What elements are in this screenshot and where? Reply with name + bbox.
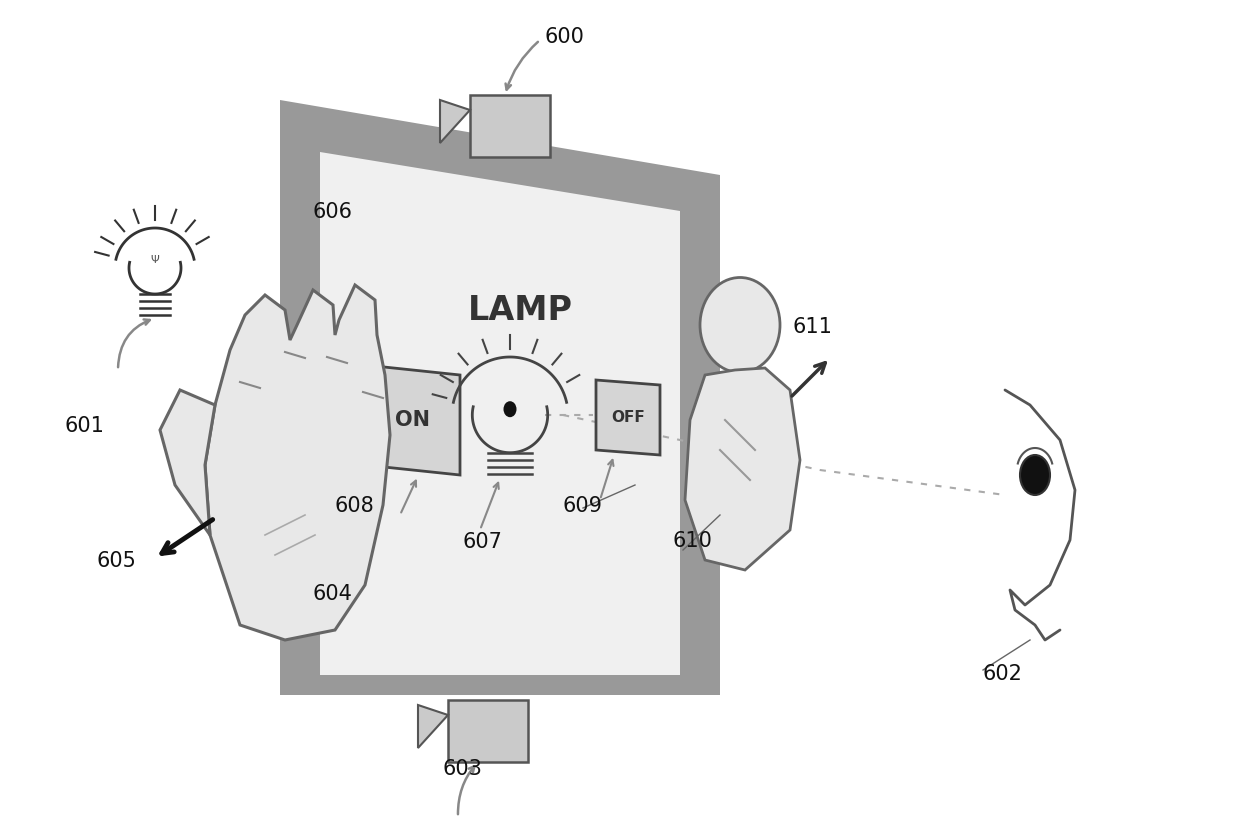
Polygon shape	[440, 100, 470, 143]
Text: ON: ON	[394, 410, 429, 430]
Text: 607: 607	[463, 532, 502, 552]
Text: LAMP: LAMP	[467, 293, 573, 327]
Text: 603: 603	[441, 759, 482, 779]
Text: 601: 601	[64, 416, 105, 436]
Bar	[470, 95, 551, 157]
Polygon shape	[596, 380, 660, 455]
Text: 608: 608	[335, 496, 374, 516]
Polygon shape	[320, 152, 680, 675]
Ellipse shape	[701, 278, 780, 372]
Text: 604: 604	[312, 584, 353, 604]
Ellipse shape	[1021, 455, 1050, 495]
Text: 609: 609	[563, 496, 603, 516]
Polygon shape	[365, 365, 460, 475]
Ellipse shape	[503, 401, 517, 417]
Polygon shape	[205, 285, 391, 640]
Text: 606: 606	[312, 202, 353, 222]
Polygon shape	[418, 705, 448, 748]
Text: OFF: OFF	[611, 410, 645, 425]
Text: 605: 605	[97, 551, 136, 571]
Text: 600: 600	[546, 27, 585, 47]
Text: 611: 611	[794, 317, 833, 337]
Polygon shape	[684, 368, 800, 570]
Bar	[448, 700, 528, 762]
Text: Ψ: Ψ	[150, 255, 160, 265]
Text: 602: 602	[983, 664, 1023, 684]
Text: 610: 610	[673, 531, 713, 551]
Polygon shape	[280, 100, 720, 695]
Polygon shape	[160, 390, 215, 535]
